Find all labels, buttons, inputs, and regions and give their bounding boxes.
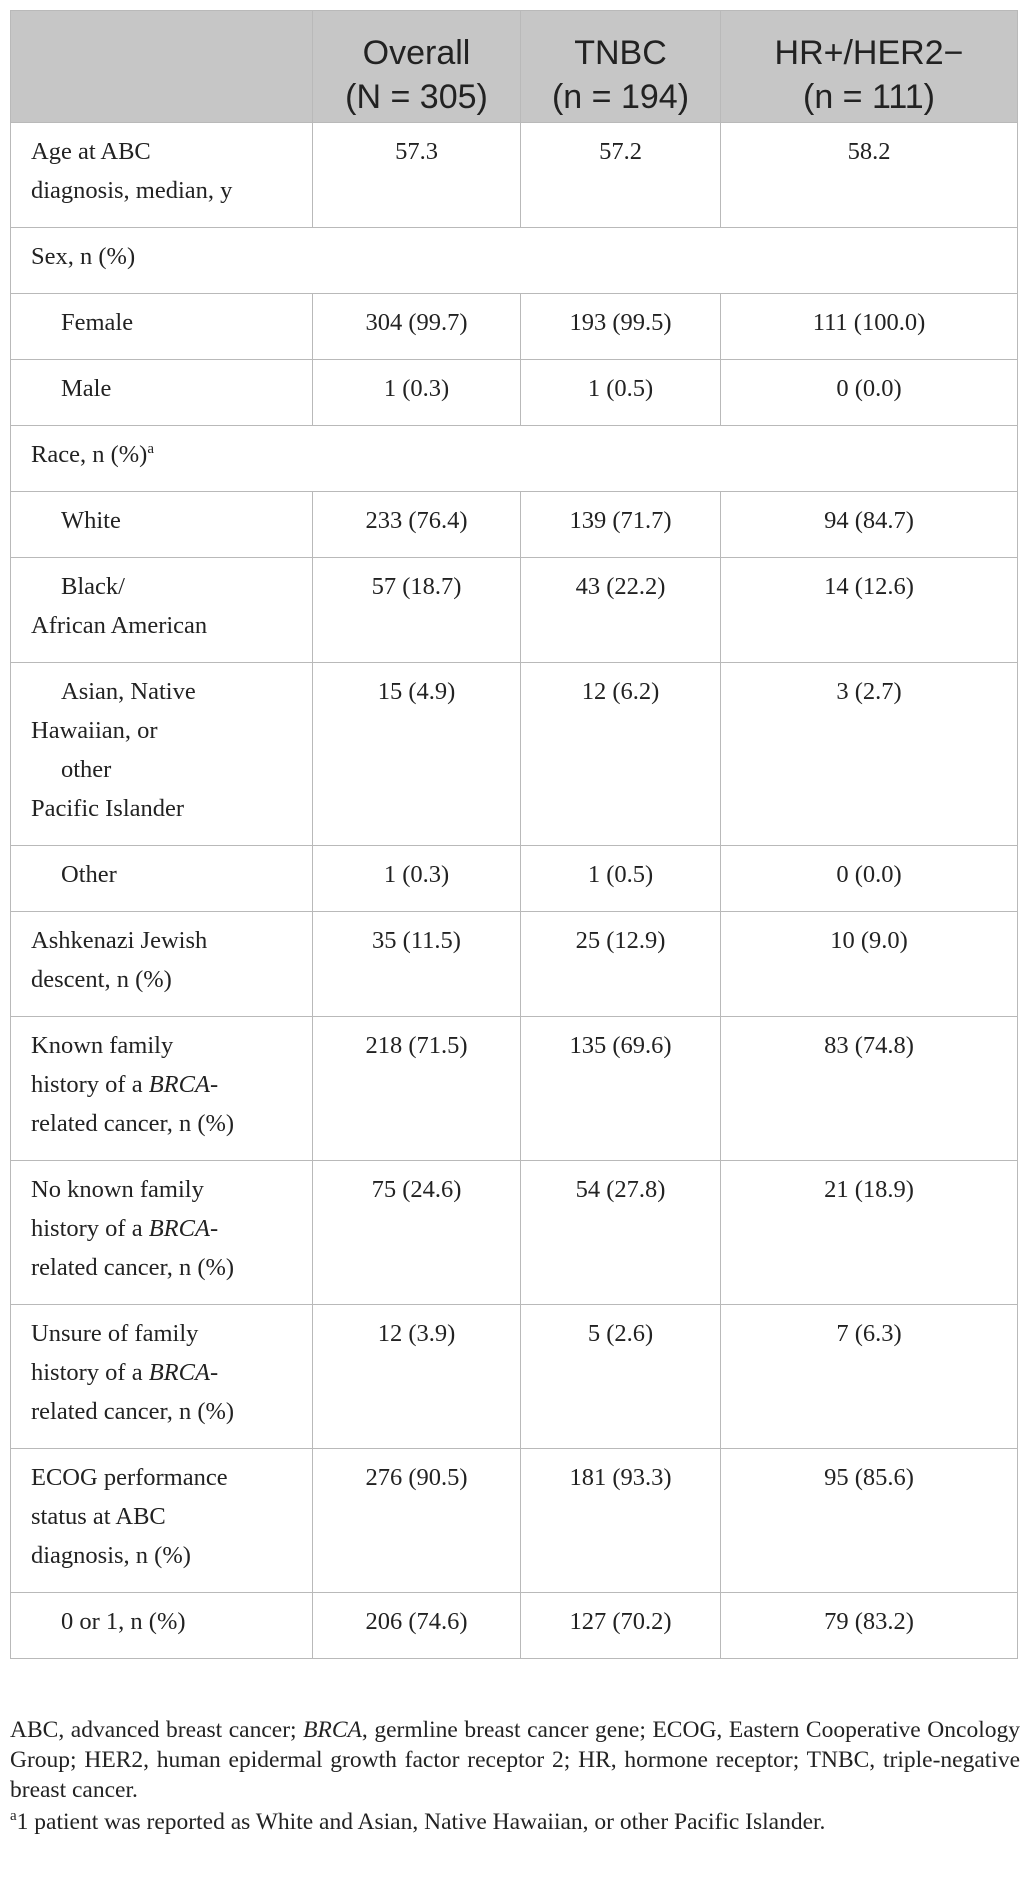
row-label-no-family-history: No known family history of a BRCA-related…	[10, 1160, 313, 1305]
cell-hr-her2: 95 (85.6)	[720, 1448, 1018, 1593]
cell-overall: 276 (90.5)	[312, 1448, 521, 1593]
row-label-male: Male	[10, 359, 313, 426]
table-header-row: Overall (N = 305) TNBC (n = 194) HR+/HER2−…	[10, 10, 1018, 123]
footnote-marker: a	[10, 1808, 17, 1825]
demographics-table: Overall (N = 305) TNBC (n = 194) HR+/HER2−…	[10, 10, 1018, 1659]
cell-overall: 57 (18.7)	[312, 557, 521, 663]
cell-hr-her2: 94 (84.7)	[720, 491, 1018, 558]
cell-tnbc: 181 (93.3)	[520, 1448, 721, 1593]
cell-hr-her2: 0 (0.0)	[720, 359, 1018, 426]
cell-tnbc: 1 (0.5)	[520, 845, 721, 912]
cell-hr-her2: 14 (12.6)	[720, 557, 1018, 663]
table-row: Asian, Native Hawaiian, or other Pacific Is…	[10, 662, 1018, 846]
cell-overall: 12 (3.9)	[312, 1304, 521, 1449]
cell-tnbc: 127 (70.2)	[520, 1592, 721, 1659]
cell-overall: 35 (11.5)	[312, 911, 521, 1017]
cell-overall: 75 (24.6)	[312, 1160, 521, 1305]
cell-tnbc: 1 (0.5)	[520, 359, 721, 426]
table-row: Unsure of family history of a BRCA-relate…	[10, 1304, 1018, 1449]
table-row: Sex, n (%)	[10, 227, 1018, 294]
row-label-white: White	[10, 491, 313, 558]
table-row: Race, n (%)a	[10, 425, 1018, 492]
table-row: ECOG performance status at ABC diagnosis, …	[10, 1448, 1018, 1593]
table-row: Other 1 (0.3) 1 (0.5) 0 (0.0)	[10, 845, 1018, 912]
row-label-ecog-0-1: 0 or 1, n (%)	[10, 1592, 313, 1659]
header-hr-her2: HR+/HER2− (n = 111)	[720, 10, 1018, 123]
table-row: 0 or 1, n (%) 206 (74.6) 127 (70.2) 79 (…	[10, 1592, 1018, 1659]
cell-tnbc: 5 (2.6)	[520, 1304, 721, 1449]
abbreviations-note: ABC, advanced breast cancer; BRCA, germl…	[10, 1717, 1020, 1803]
row-label-black: Black/African American	[10, 557, 313, 663]
header-overall: Overall (N = 305)	[312, 10, 521, 123]
table-footnote: ABC, advanced breast cancer; BRCA, germl…	[10, 1715, 1020, 1837]
row-label-ecog: ECOG performance status at ABC diagnosis, …	[10, 1448, 313, 1593]
row-label-asian: Asian, Native Hawaiian, or other Pacific Is…	[10, 662, 313, 846]
cell-tnbc: 57.2	[520, 122, 721, 228]
row-label-known-family-history: Known family history of a BRCA-related ca…	[10, 1016, 313, 1161]
row-label-ashkenazi: Ashkenazi Jewish descent, n (%)	[10, 911, 313, 1017]
cell-tnbc: 193 (99.5)	[520, 293, 721, 360]
header-tnbc: TNBC (n = 194)	[520, 10, 721, 123]
cell-overall: 206 (74.6)	[312, 1592, 521, 1659]
cell-tnbc: 25 (12.9)	[520, 911, 721, 1017]
cell-hr-her2: 3 (2.7)	[720, 662, 1018, 846]
cell-overall: 233 (76.4)	[312, 491, 521, 558]
row-label-unsure-family-history: Unsure of family history of a BRCA-relate…	[10, 1304, 313, 1449]
cell-overall: 1 (0.3)	[312, 845, 521, 912]
footnote-marker: a	[147, 440, 154, 457]
cell-tnbc: 12 (6.2)	[520, 662, 721, 846]
cell-hr-her2: 10 (9.0)	[720, 911, 1018, 1017]
cell-hr-her2: 21 (18.9)	[720, 1160, 1018, 1305]
table-row: White 233 (76.4) 139 (71.7) 94 (84.7)	[10, 491, 1018, 558]
race-footnote: a1 patient was reported as White and Asi…	[10, 1808, 826, 1835]
cell-tnbc: 54 (27.8)	[520, 1160, 721, 1305]
cell-overall: 304 (99.7)	[312, 293, 521, 360]
row-label-other: Other	[10, 845, 313, 912]
header-blank-cell	[10, 10, 313, 123]
row-label-age: Age at ABC diagnosis, median, y	[10, 122, 313, 228]
section-label-sex: Sex, n (%)	[10, 227, 1018, 294]
cell-hr-her2: 111 (100.0)	[720, 293, 1018, 360]
cell-tnbc: 139 (71.7)	[520, 491, 721, 558]
cell-tnbc: 135 (69.6)	[520, 1016, 721, 1161]
cell-hr-her2: 79 (83.2)	[720, 1592, 1018, 1659]
row-label-female: Female	[10, 293, 313, 360]
cell-hr-her2: 83 (74.8)	[720, 1016, 1018, 1161]
cell-hr-her2: 58.2	[720, 122, 1018, 228]
table-row: Age at ABC diagnosis, median, y 57.3 57.2…	[10, 122, 1018, 228]
cell-hr-her2: 0 (0.0)	[720, 845, 1018, 912]
table-row: Male 1 (0.3) 1 (0.5) 0 (0.0)	[10, 359, 1018, 426]
table-row: Ashkenazi Jewish descent, n (%) 35 (11.5)…	[10, 911, 1018, 1017]
cell-hr-her2: 7 (6.3)	[720, 1304, 1018, 1449]
table-row: Female 304 (99.7) 193 (99.5) 111 (100.0)	[10, 293, 1018, 360]
table-row: Black/African American 57 (18.7) 43 (22.…	[10, 557, 1018, 663]
table-row: No known family history of a BRCA-related…	[10, 1160, 1018, 1305]
demographics-table-container: Overall (N = 305) TNBC (n = 194) HR+/HER2−…	[10, 10, 1018, 1659]
cell-overall: 57.3	[312, 122, 521, 228]
table-row: Known family history of a BRCA-related ca…	[10, 1016, 1018, 1161]
section-label-race: Race, n (%)a	[10, 425, 1018, 492]
cell-overall: 218 (71.5)	[312, 1016, 521, 1161]
cell-overall: 1 (0.3)	[312, 359, 521, 426]
cell-overall: 15 (4.9)	[312, 662, 521, 846]
cell-tnbc: 43 (22.2)	[520, 557, 721, 663]
